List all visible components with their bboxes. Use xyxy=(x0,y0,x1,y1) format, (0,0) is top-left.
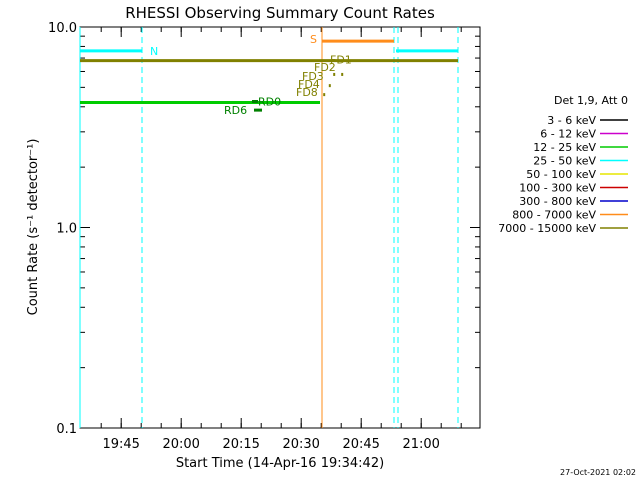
annotation-label: FD3 xyxy=(302,70,324,83)
legend-entry-label: 300 - 800 keV xyxy=(519,195,596,208)
annotation-label: N xyxy=(150,45,158,58)
annotation-label: FD8 xyxy=(296,86,318,99)
x-tick-label: 20:15 xyxy=(222,437,259,452)
legend-entry-label: 7000 - 15000 keV xyxy=(498,222,596,235)
annotation-label: FD1 xyxy=(330,53,352,66)
legend-entry-label: 3 - 6 keV xyxy=(547,114,596,127)
x-tick-label: 21:00 xyxy=(402,437,439,452)
x-tick-label: 20:00 xyxy=(162,437,199,452)
legend-entry-label: 25 - 50 keV xyxy=(533,155,596,168)
x-axis-label: Start Time (14-Apr-16 19:34:42) xyxy=(176,456,384,471)
annotation-label: RD6 xyxy=(224,104,247,117)
annotation-label: S xyxy=(310,33,317,46)
y-tick-label: 1.0 xyxy=(56,222,77,237)
legend-entry-label: 100 - 300 keV xyxy=(519,182,596,195)
y-tick-label: 10.0 xyxy=(48,21,77,36)
x-tick-label: 20:30 xyxy=(282,437,319,452)
legend-entry-label: 12 - 25 keV xyxy=(533,141,596,154)
chart-title: RHESSI Observing Summary Count Rates xyxy=(125,4,435,22)
footer-timestamp: 27-Oct-2021 02:02 xyxy=(560,468,636,477)
y-tick-label: 0.1 xyxy=(56,422,77,437)
x-tick-label: 20:45 xyxy=(342,437,379,452)
annotation-label: FD4 xyxy=(298,78,320,91)
annotation-label: RD0 xyxy=(258,96,281,109)
annotation-label: FD2 xyxy=(314,61,336,74)
x-tick-label: 19:45 xyxy=(102,437,139,452)
legend-entry-label: 800 - 7000 keV xyxy=(512,209,596,222)
legend-entry-label: 6 - 12 keV xyxy=(540,128,596,141)
legend-entry-label: 50 - 100 keV xyxy=(526,168,596,181)
legend-title: Det 1,9, Att 0 xyxy=(554,94,628,107)
plot-area: 10.0 1.0 0.1 19:45 20:00 20:15 20:30 20:45 21:00… xyxy=(48,21,481,452)
y-axis-label: Count Rate (s⁻¹ detector⁻¹) xyxy=(26,139,41,316)
